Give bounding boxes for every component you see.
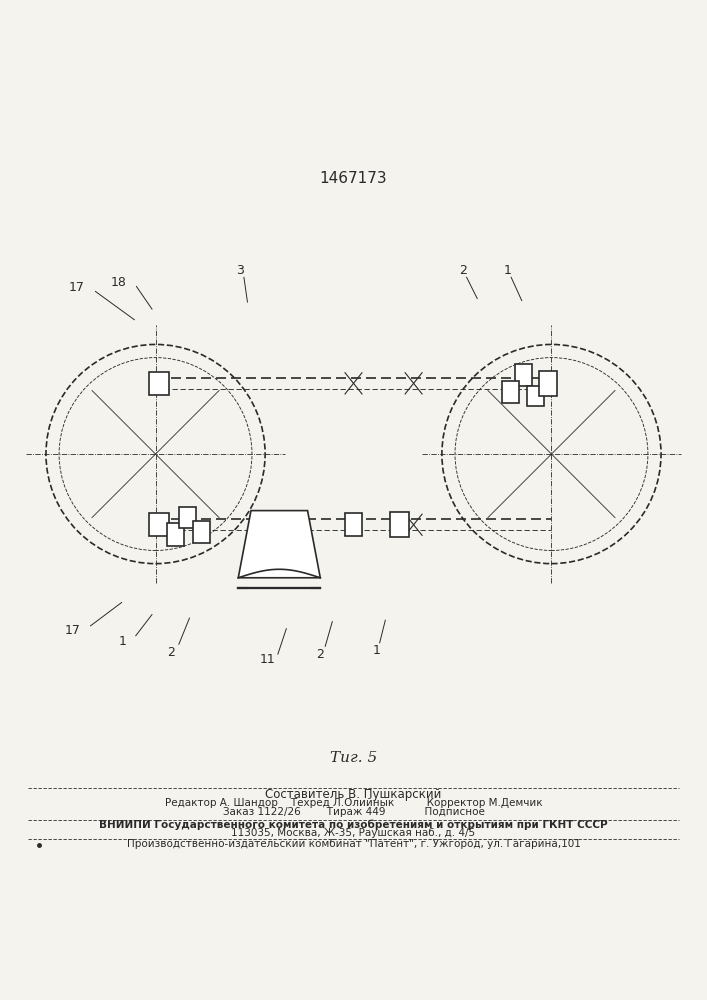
Text: 1: 1 — [503, 264, 512, 277]
FancyBboxPatch shape — [527, 386, 544, 406]
Text: Производственно-издательский комбинат "Патент", г. Ужгород, ул. Гагарина,101: Производственно-издательский комбинат "П… — [127, 839, 580, 849]
Text: 113035, Москва, Ж-35, Раушская наб., д. 4/5: 113035, Москва, Ж-35, Раушская наб., д. … — [231, 828, 476, 838]
Text: 2: 2 — [167, 646, 175, 659]
Text: 11: 11 — [259, 653, 275, 666]
Text: 17: 17 — [69, 281, 84, 294]
Text: 1: 1 — [372, 644, 380, 657]
Text: 2: 2 — [459, 264, 467, 277]
FancyBboxPatch shape — [502, 381, 519, 403]
FancyBboxPatch shape — [515, 364, 532, 386]
Text: ВНИИПИ Государственного комитета по изобретениям и открытиям при ГКНТ СССР: ВНИИПИ Государственного комитета по изоб… — [99, 820, 608, 830]
Text: Τиг. 5: Τиг. 5 — [330, 751, 377, 765]
Text: 17: 17 — [65, 624, 81, 637]
Text: 1467173: 1467173 — [320, 171, 387, 186]
Text: Редактор А. Шандор    Техред Л.Олийнык          Корректор М.Демчик: Редактор А. Шандор Техред Л.Олийнык Корр… — [165, 798, 542, 808]
FancyBboxPatch shape — [390, 512, 409, 537]
FancyBboxPatch shape — [149, 372, 169, 395]
Polygon shape — [238, 511, 320, 578]
FancyBboxPatch shape — [167, 523, 184, 546]
Text: 18: 18 — [111, 276, 127, 289]
FancyBboxPatch shape — [344, 513, 363, 536]
FancyBboxPatch shape — [179, 507, 196, 528]
Text: 3: 3 — [236, 264, 245, 277]
Text: Составитель В. Пушкарский: Составитель В. Пушкарский — [265, 788, 442, 801]
Text: Заказ 1122/26        Тираж 449            Подписное: Заказ 1122/26 Тираж 449 Подписное — [223, 807, 484, 817]
FancyBboxPatch shape — [539, 371, 557, 396]
FancyBboxPatch shape — [193, 521, 210, 543]
FancyBboxPatch shape — [149, 513, 169, 536]
Text: 2: 2 — [316, 648, 325, 661]
Text: 1: 1 — [118, 635, 127, 648]
